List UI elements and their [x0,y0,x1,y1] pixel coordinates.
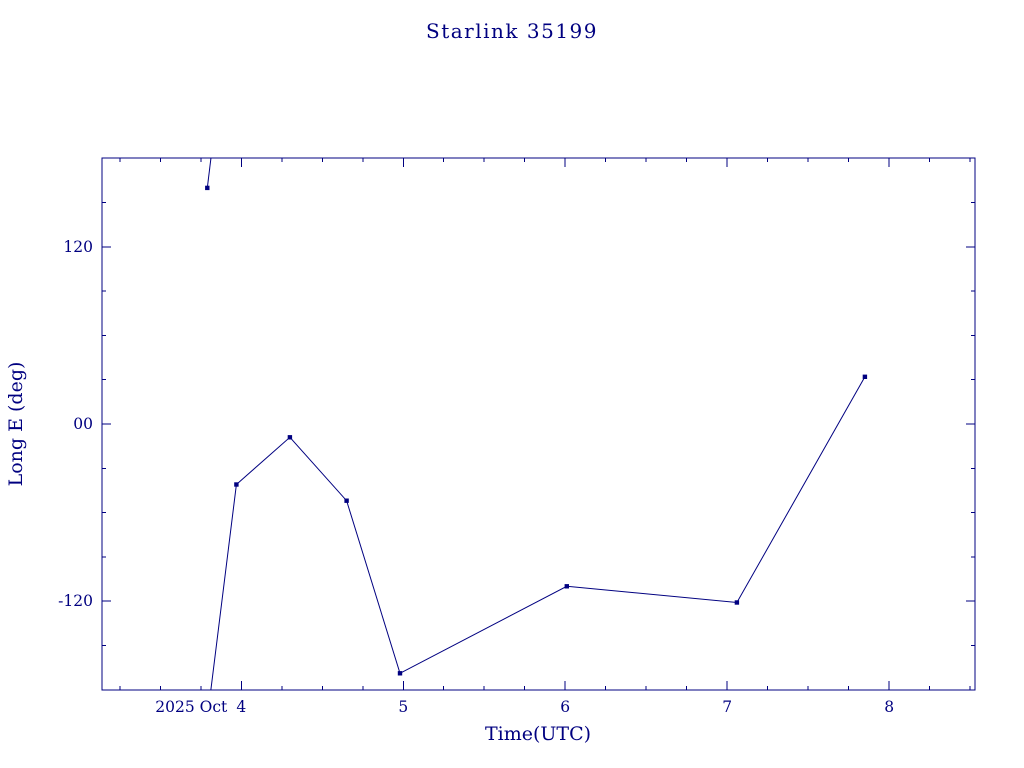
chart-title: Starlink 35199 [426,19,598,43]
x-tick-label: 7 [722,698,732,716]
data-point-marker [564,584,569,589]
data-point-marker [234,482,239,487]
y-axis-label: Long E (deg) [5,362,27,487]
data-point-marker [397,671,403,676]
tick-labels: 4 2025 Oct 5 6 7 8 120 00 -120 [58,238,894,716]
plot-frame [101,157,976,691]
data-point-marker [205,185,210,191]
plot-border [101,157,976,691]
x-tick-label: 6 [560,698,570,716]
x-tick-label: 4 [236,698,246,716]
x-tick-label: 8 [884,698,894,716]
y-tick-label: 120 [63,238,93,256]
series-line [206,158,212,188]
x-tick-label: 5 [398,698,408,716]
data-point-marker [344,498,349,503]
data-series [205,158,868,690]
x-tick-date-prefix: 2025 Oct [155,698,228,716]
y-tick-label: 00 [73,415,93,433]
series-line [210,376,866,690]
data-point-marker [862,374,868,379]
y-tick-label: -120 [58,592,93,610]
axis-ticks [102,158,975,690]
data-point-marker [734,600,740,605]
x-axis-label: Time(UTC) [485,723,591,745]
data-point-marker [287,435,293,440]
